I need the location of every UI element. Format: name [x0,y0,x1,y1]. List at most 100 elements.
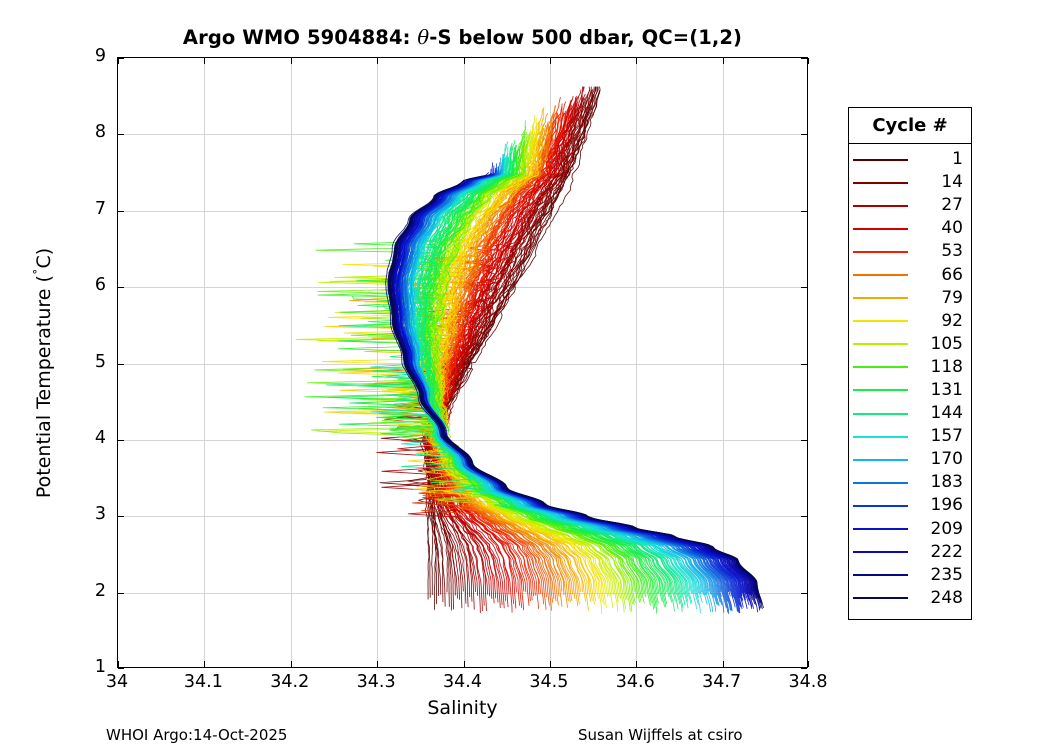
y-tick-label: 1 [94,657,106,677]
legend-color-swatch [853,597,908,600]
axis-tick-x [377,58,379,64]
axis-tick-y [801,58,807,59]
x-tick-label: 34.1 [183,672,223,692]
legend-item[interactable]: 131 [849,379,971,402]
gridline-vertical [290,58,292,667]
legend-item[interactable]: 196 [849,494,971,517]
x-tick-label: 34.5 [529,672,569,692]
axis-tick-x [463,58,465,64]
legend-item[interactable]: 40 [849,217,971,240]
y-tick-label: 5 [94,351,106,372]
legend-item[interactable]: 14 [849,171,971,194]
legend-item[interactable]: 235 [849,564,971,587]
legend-item[interactable]: 92 [849,310,971,333]
legend-color-swatch [853,250,908,253]
legend-color-swatch [853,274,908,277]
legend-color-swatch [853,158,908,161]
axis-tick-x [636,661,638,667]
legend-item-label: 235 [930,564,963,585]
legend-item[interactable]: 79 [849,287,971,310]
theta-s-profile-line [390,190,759,593]
axis-tick-y [801,516,807,518]
y-tick-label: 7 [94,198,106,219]
legend-color-swatch [853,435,908,438]
legend-color-swatch [853,297,908,300]
axis-tick-y [801,592,807,594]
legend-color-swatch [853,528,908,531]
legend-color-swatch [853,366,908,369]
axis-tick-x [290,58,292,64]
y-tick-label: 2 [94,580,106,601]
axis-tick-x [118,58,119,64]
theta-s-profile-line [429,88,594,607]
theta-s-profile-line [423,97,586,600]
legend-item[interactable]: 53 [849,240,971,263]
legend-item-label: 53 [941,241,963,262]
axis-tick-y [118,439,124,441]
axis-tick-x [290,661,292,667]
axis-tick-y [801,439,807,441]
legend-color-swatch [853,227,908,230]
legend-item-label: 79 [941,287,963,308]
axis-tick-y [118,363,124,365]
legend-item-label: 131 [930,379,963,400]
legend-item[interactable]: 105 [849,333,971,356]
axis-tick-x [722,58,724,64]
axis-tick-y [118,287,124,289]
axis-tick-y [118,210,124,212]
legend-title: Cycle # [849,108,971,144]
axis-tick-x [377,661,379,667]
legend-item[interactable]: 248 [849,587,971,610]
legend-item-label: 157 [930,426,963,447]
axis-tick-y [801,668,807,669]
footer-right-text: Susan Wijffels at csiro [578,726,743,744]
theta-s-profile-line [425,114,560,595]
chart-title: Argo WMO 5904884: θ-S below 500 dbar, QC… [117,26,808,49]
legend-item[interactable]: 209 [849,518,971,541]
y-tick-label: 4 [94,427,106,448]
legend-item[interactable]: 1 [849,148,971,171]
x-tick-label: 34.7 [702,672,742,692]
legend-color-swatch [853,481,908,484]
legend-item-label: 66 [941,264,963,285]
theta-s-profile-line [394,125,563,607]
legend-item-label: 1 [952,149,963,170]
legend-item[interactable]: 27 [849,194,971,217]
footer-left-text: WHOI Argo:14-Oct-2025 [106,726,288,744]
gridline-vertical [636,58,638,667]
legend-item[interactable]: 183 [849,471,971,494]
legend-color-swatch [853,551,908,554]
gridline-vertical [377,58,379,667]
axis-tick-x [636,58,638,64]
x-tick-label: 34.8 [788,672,828,692]
legend-color-swatch [853,343,908,346]
x-tick-label: 34.3 [356,672,396,692]
legend-color-swatch [853,458,908,461]
theta-s-trace-bundle [295,86,764,615]
legend-item-label: 183 [930,472,963,493]
gridline-horizontal [118,439,807,441]
axis-tick-y [118,668,124,669]
x-tick-label: 34 [105,672,129,692]
axis-tick-x [549,58,551,64]
axis-tick-x [204,58,206,64]
axis-tick-x [808,58,809,64]
axis-tick-x [204,661,206,667]
legend-item-label: 209 [930,518,963,539]
legend-item[interactable]: 222 [849,541,971,564]
theta-s-profile-line [417,150,658,606]
legend-color-swatch [853,574,908,577]
axis-tick-y [118,592,124,594]
legend-item[interactable]: 118 [849,356,971,379]
y-tick-label: 3 [94,504,106,525]
legend-item[interactable]: 144 [849,402,971,425]
legend-item-label: 222 [930,541,963,562]
axis-tick-y [801,287,807,289]
legend-item[interactable]: 170 [849,448,971,471]
y-tick-label: 6 [94,275,106,296]
legend-item-label: 92 [941,310,963,331]
legend-item[interactable]: 157 [849,425,971,448]
axis-tick-x [118,661,119,667]
legend-item[interactable]: 66 [849,263,971,286]
